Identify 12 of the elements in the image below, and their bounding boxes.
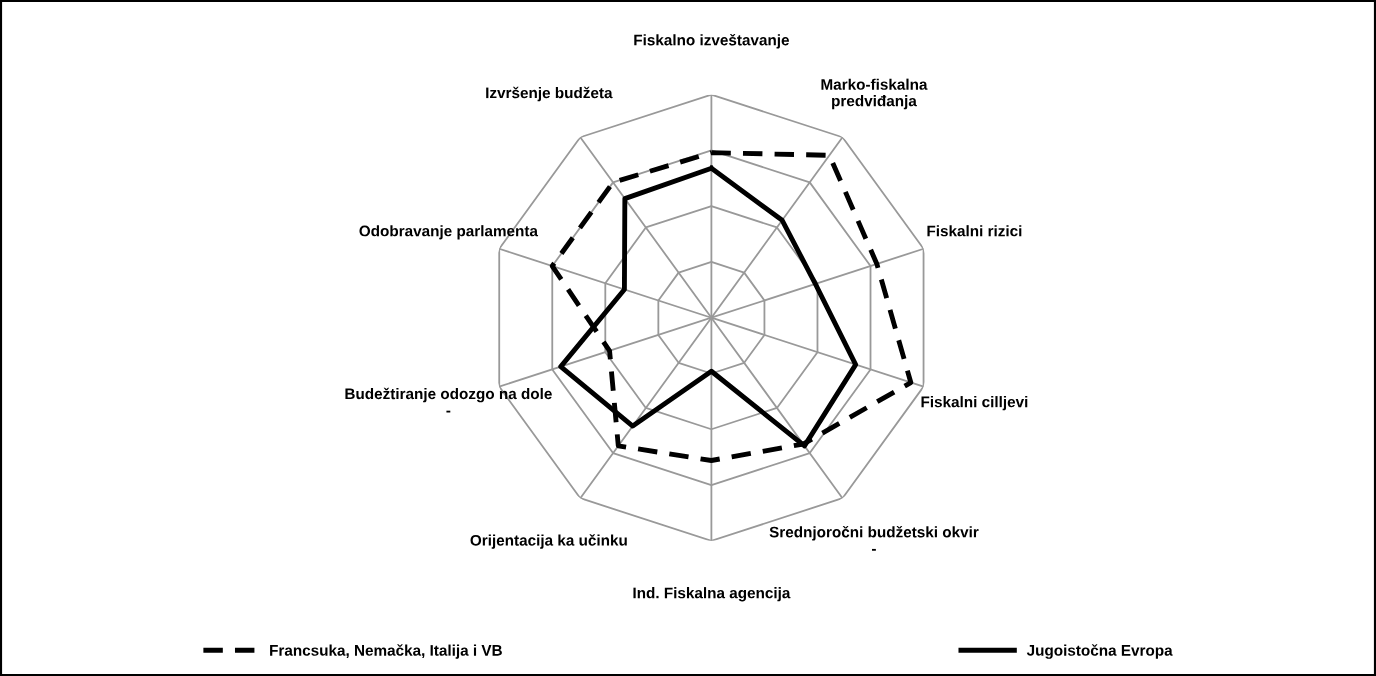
legend-label: Francsuka, Nemačka, Italija i VB <box>270 644 502 659</box>
spoke-label: Marko-fiskalna predviđanja <box>821 78 928 110</box>
legend-label: Jugoistočna Evropa <box>1026 644 1173 659</box>
spoke-label: Srednjoročni budžetski okvir - <box>769 525 979 551</box>
spoke-label: Odobravanje parlamenta <box>359 225 539 240</box>
spoke-label: Orijentacija ka učinku <box>470 534 627 549</box>
spoke-label: Fiskalno izveštavanje <box>634 33 789 49</box>
spoke-label: Ind. Fiskalna agencija <box>633 587 791 602</box>
spoke-label: Fiskalni cilljevi <box>921 396 1028 411</box>
spoke-label: Fiskalni rizici <box>927 225 1022 237</box>
spoke-label: Izvršenje budžeta <box>486 86 613 102</box>
spoke-label: Budežtiranje odozgo na dole - <box>345 387 552 413</box>
